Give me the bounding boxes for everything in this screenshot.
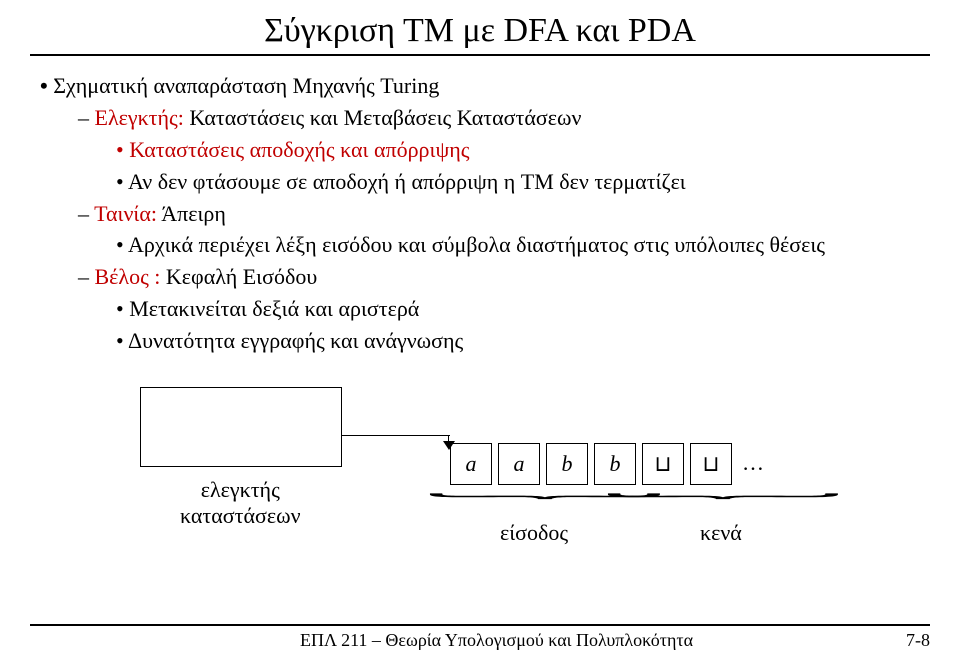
bullet-tape: Ταινία: Άπειρη [78,198,920,230]
brace-blank-label: κενά [700,517,742,549]
bullet-accept-sub: Αν δεν φτάσουμε σε αποδοχή ή απόρριψη η … [116,166,920,198]
tape-dots: … [738,443,768,485]
controller-label-red: Ελεγκτής: [95,105,184,130]
bullet-arrow-sub2: Δυνατότητα εγγραφής και ανάγνωσης [116,325,920,357]
tape-cell: a [498,443,540,485]
tape: a a b b ⊔ ⊔ … [450,443,768,485]
arrow-rest: Κεφαλή Εισόδου [160,264,317,289]
footer: ΕΠΛ 211 – Θεωρία Υπολογισμού και Πολυπλο… [30,624,930,630]
bullet-arrow-sub1: Μετακινείται δεξιά και αριστερά [116,293,920,325]
bullet-arrow: Βέλος : Κεφαλή Εισόδου [78,261,920,293]
tape-cell: a [450,443,492,485]
bullet-accept: Καταστάσεις αποδοχής και απόρριψης [116,134,920,166]
bullet-main: Σχηματική αναπαράσταση Μηχανής Turing [40,70,920,102]
content-area: Σχηματική αναπαράσταση Μηχανής Turing Ελ… [0,70,960,597]
diagram: ελεγκτής καταστάσεων a a b b ⊔ ⊔ … ︸ ︸ ε… [100,387,920,597]
arrow-line-h [342,435,450,436]
title-underline [30,54,930,56]
tape-rest: Άπειρη [157,201,226,226]
bullet-tape-sub: Αρχικά περιέχει λέξη εισόδου και σύμβολα… [116,229,920,261]
arrow-label-red: Βέλος : [95,264,161,289]
controller-box-label-1: ελεγκτής [201,477,280,502]
tape-cell: b [546,443,588,485]
controller-box-label-2: καταστάσεων [180,503,301,528]
page-title: Σύγκριση ΤΜ με DFA και PDA [0,0,960,54]
controller-box [140,387,342,467]
controller-box-label: ελεγκτής καταστάσεων [180,477,301,530]
bullet-controller: Ελεγκτής: Καταστάσεις και Μεταβάσεις Κατ… [78,102,920,134]
footer-center-text: ΕΠΛ 211 – Θεωρία Υπολογισμού και Πολυπλο… [300,630,693,651]
tape-cell: b [594,443,636,485]
tape-cell-blank: ⊔ [642,443,684,485]
controller-rest: Καταστάσεις και Μεταβάσεις Καταστάσεων [184,105,582,130]
tape-cell-blank: ⊔ [690,443,732,485]
brace-input-label: είσοδος [500,517,568,549]
tape-label-red: Ταινία: [94,201,157,226]
footer-page: 7-8 [906,630,930,651]
